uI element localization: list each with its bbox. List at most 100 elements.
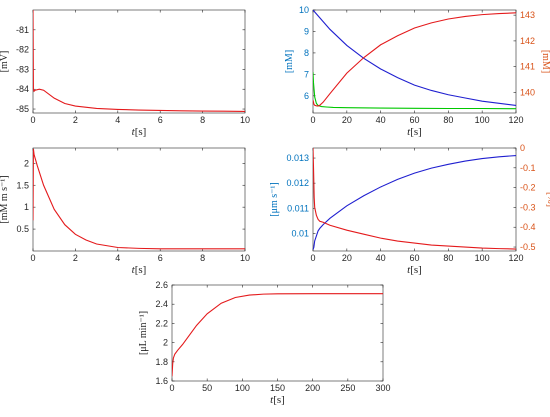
y-tick-label: 2.4 (155, 299, 168, 309)
chart-p5: 0 50 100 150 200 250 300 1.6 1.8 2 2.2 2.4 2.6 t[s] [μ… (138, 280, 391, 406)
y-right-tick-label: -0.1 (520, 163, 536, 173)
x-tick-label: 150 (270, 383, 285, 393)
x-tick-label: 60 (409, 115, 419, 125)
x-axis-label-unit: [s] (135, 126, 147, 138)
x-tick-label: 20 (342, 115, 352, 125)
x-tick-label: 120 (508, 115, 523, 125)
y-axis-label: [μL min⁻¹] (138, 311, 149, 355)
x-axis-label: t[s] (132, 126, 147, 138)
x-axis-label-unit: [s] (135, 264, 147, 276)
x-tick-label: 40 (376, 253, 386, 263)
x-tick-label: 50 (202, 383, 212, 393)
x-tick-label: 0 (169, 383, 174, 393)
y-tick-label: 9 (304, 26, 309, 36)
x-axis-label-var: t (407, 126, 411, 138)
x-tick-label: 100 (475, 253, 490, 263)
x-tick-label: 80 (443, 115, 453, 125)
x-tick-label: 10 (240, 253, 250, 263)
y-tick-label: 0.5 (16, 224, 29, 234)
y-tick-label: -82 (16, 45, 29, 55)
series-line-0 (313, 10, 516, 107)
x-axis-label-var: t (270, 394, 274, 406)
y-tick-label: 7 (304, 69, 309, 79)
y-tick-label: 8 (304, 48, 309, 58)
y-tick-label: -81 (16, 25, 29, 35)
x-tick-label: 20 (342, 253, 352, 263)
y-axis-label: [mM m s⁻¹] (0, 175, 10, 223)
x-tick-label: 80 (443, 253, 453, 263)
x-tick-label: 4 (115, 115, 120, 125)
y-right-tick-label: -0.3 (520, 202, 536, 212)
x-tick-label: 250 (340, 383, 355, 393)
y-right-axis-label: [mM] (540, 50, 550, 73)
x-axis-label-var: t (407, 264, 411, 276)
x-tick-label: 120 (508, 253, 523, 263)
x-axis-label-var: t (132, 264, 136, 276)
x-tick-label: 0 (310, 115, 315, 125)
plot-frame (171, 284, 384, 382)
y-right-tick-label: -0.2 (520, 183, 536, 193)
y-axis-label: [mV] (0, 51, 10, 73)
x-tick-label: 10 (240, 115, 250, 125)
x-tick-label: 100 (235, 383, 250, 393)
y-axis-label: [μm s⁻¹] (269, 182, 280, 216)
y-tick-label: 0.011 (287, 203, 309, 213)
plot-frame (312, 147, 517, 252)
series-line-1 (313, 72, 516, 110)
series-line-0 (33, 148, 245, 250)
y-right-tick-label: 142 (520, 36, 535, 46)
y-tick-label: 2.6 (155, 280, 168, 290)
y-right-tick-label: 141 (520, 62, 535, 72)
y-right-tick-label: 0 (520, 143, 525, 153)
y-right-tick-label: 140 (520, 87, 535, 97)
y-tick-label: 1.6 (155, 376, 168, 386)
x-tick-label: 200 (305, 383, 320, 393)
y-tick-label: 0.013 (286, 153, 309, 163)
x-axis-label-var: t (132, 126, 136, 138)
series-line-0 (33, 10, 245, 112)
y-tick-label: -83 (16, 64, 29, 74)
y-tick-label: 6 (304, 91, 309, 101)
x-axis-label-unit: [s] (410, 126, 422, 138)
series-line-0 (313, 154, 516, 250)
y-tick-label: 1.8 (155, 357, 168, 367)
series-line-0 (172, 293, 383, 377)
x-axis-label: t[s] (407, 126, 422, 138)
x-tick-label: 2 (73, 253, 78, 263)
chart-p1: 0 2 4 6 8 10 -85 -84 -83 -82 -81 t[s] [mV] (0, 9, 250, 138)
plot-frame (32, 9, 246, 114)
x-tick-label: 6 (158, 253, 163, 263)
x-tick-label: 2 (73, 115, 78, 125)
x-tick-label: 300 (375, 383, 390, 393)
x-tick-label: 60 (409, 253, 419, 263)
y-tick-label: 1 (24, 202, 29, 212)
chart-p2: 0 20 40 60 80 100 120 6 7 8 9 10 140 141 142 143 t[s] [mM… (284, 5, 550, 138)
y-tick-label: 2.2 (155, 318, 168, 328)
x-axis-label: t[s] (270, 394, 285, 406)
y-tick-label: 10 (299, 5, 309, 15)
x-axis-label-unit: [s] (273, 394, 285, 406)
x-tick-label: 4 (115, 253, 120, 263)
y-tick-label: -85 (16, 104, 29, 114)
y-tick-label: -84 (16, 84, 29, 94)
chart-p4: 0 20 40 60 80 100 120 0.01 0.011 0.012 0.013 -0.5 -0… (269, 143, 550, 276)
series-line-2 (313, 12, 516, 107)
x-tick-label: 6 (158, 115, 163, 125)
chart-p3: 0 2 4 6 8 10 0.5 1 1.5 2 t[s] [mM m s⁻¹] (0, 147, 250, 276)
x-axis-label-unit: [s] (410, 264, 422, 276)
x-tick-label: 8 (200, 115, 205, 125)
x-axis-label: t[s] (407, 264, 422, 276)
x-tick-label: 0 (30, 115, 35, 125)
y-tick-label: 2 (163, 338, 168, 348)
x-tick-label: 8 (200, 253, 205, 263)
x-tick-label: 100 (475, 115, 490, 125)
y-right-tick-label: -0.4 (520, 222, 536, 232)
y-tick-label: 0.01 (291, 228, 309, 238)
y-right-tick-label: 143 (520, 10, 535, 20)
x-tick-label: 0 (30, 253, 35, 263)
x-tick-label: 0 (310, 253, 315, 263)
y-tick-label: 2 (24, 158, 29, 168)
x-tick-label: 40 (376, 115, 386, 125)
y-tick-label: 1.5 (16, 180, 29, 190)
